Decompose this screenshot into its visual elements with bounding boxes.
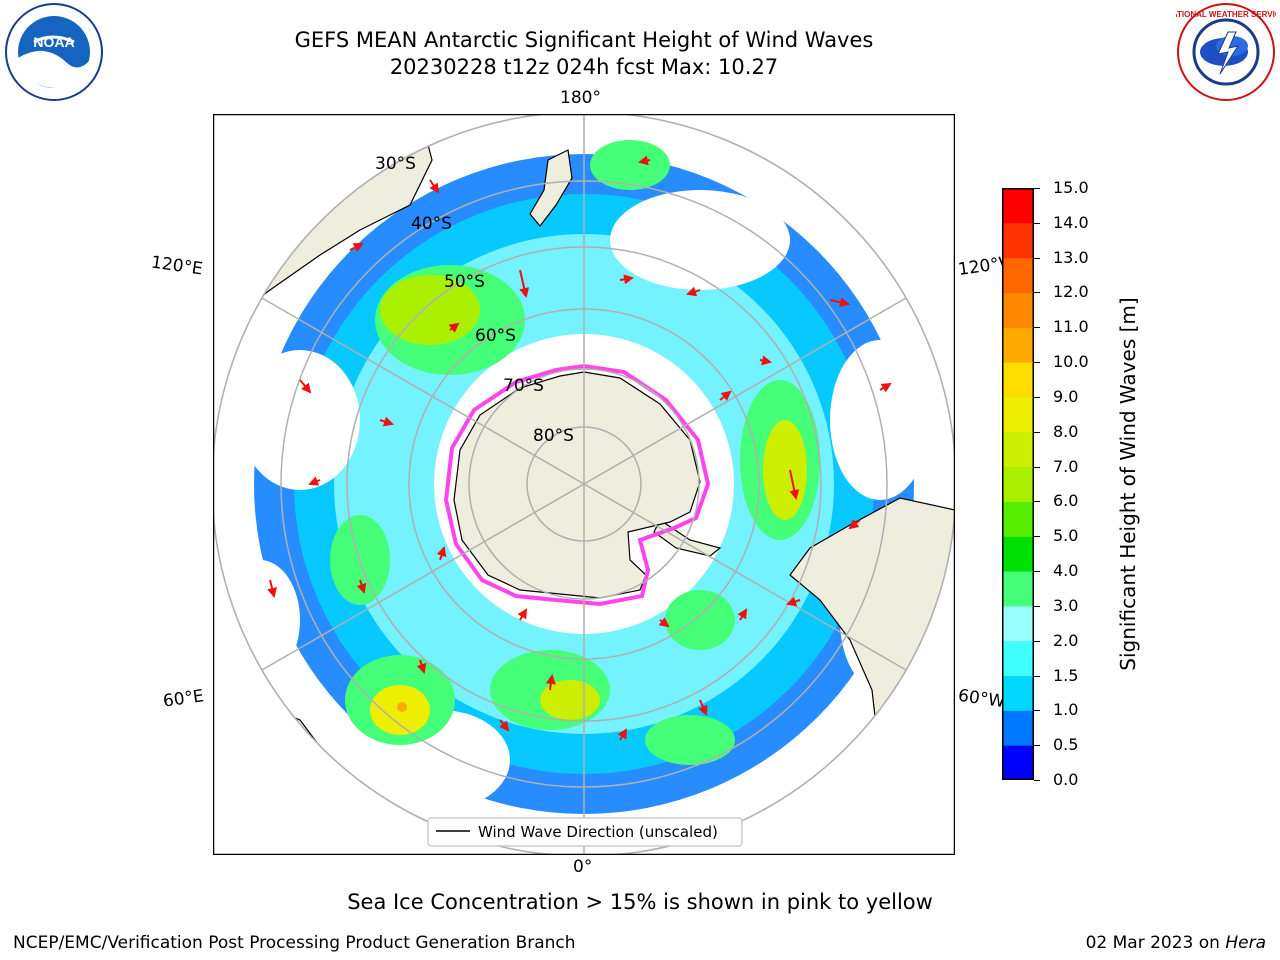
colorbar-segment bbox=[1002, 745, 1034, 780]
colorbar-segment bbox=[1002, 222, 1034, 259]
colorbar-tick-label: 1.5 bbox=[1053, 665, 1079, 685]
lon-label-180: 180° bbox=[560, 88, 601, 108]
noaa-logo: NOAA bbox=[5, 3, 103, 101]
lat-label-40s: 40°S bbox=[411, 214, 452, 234]
lon-label-60w: 60°W bbox=[956, 685, 1007, 713]
colorbar-tick-label: 0.0 bbox=[1053, 770, 1079, 789]
colorbar-tick-label: 1.0 bbox=[1053, 700, 1079, 720]
lon-label-120e: 120°E bbox=[149, 252, 204, 280]
colorbar-tick-mark bbox=[1034, 780, 1040, 781]
colorbar-tick-label: 7.0 bbox=[1053, 456, 1079, 476]
colorbar-segment bbox=[1002, 327, 1034, 363]
colorbar-segment bbox=[1002, 188, 1034, 224]
legend-label: Wind Wave Direction (unscaled) bbox=[478, 823, 718, 841]
colorbar-tick-mark bbox=[1034, 188, 1040, 189]
colorbar-tick-mark bbox=[1034, 675, 1040, 677]
lat-label-70s: 70°S bbox=[503, 376, 544, 396]
lat-label-60s: 60°S bbox=[475, 326, 516, 346]
colorbar-tick-mark bbox=[1034, 571, 1040, 573]
wave-height-map: 30°S 40°S 50°S 60°S 70°S 80°S Wind Wave … bbox=[213, 114, 955, 855]
colorbar-tick-label: 4.0 bbox=[1053, 561, 1079, 581]
colorbar-tick-label: 6.0 bbox=[1053, 491, 1079, 511]
colorbar-segment bbox=[1002, 605, 1034, 642]
colorbar-tick-label: 15.0 bbox=[1053, 178, 1089, 197]
colorbar-label: Significant Height of Wind Waves [m] bbox=[1116, 297, 1140, 671]
colorbar-segment bbox=[1002, 710, 1034, 746]
colorbar-tick-mark bbox=[1034, 710, 1040, 712]
colorbar-tick-label: 8.0 bbox=[1053, 421, 1079, 441]
lon-label-60e: 60°E bbox=[161, 686, 206, 712]
colorbar-tick-mark bbox=[1034, 536, 1040, 538]
nws-logo: NATIONAL WEATHER SERVICE bbox=[1176, 3, 1276, 101]
colorbar-segment bbox=[1002, 292, 1034, 328]
colorbar-tick-label: 14.0 bbox=[1053, 212, 1089, 232]
colorbar-tick-mark bbox=[1034, 640, 1040, 642]
colorbar-segment bbox=[1002, 501, 1034, 537]
lat-label-80s: 80°S bbox=[533, 426, 574, 446]
colorbar-tick-label: 9.0 bbox=[1053, 386, 1079, 406]
colorbar-tick-mark bbox=[1034, 501, 1040, 503]
colorbar-segment bbox=[1002, 396, 1034, 433]
colorbar-segment bbox=[1002, 466, 1034, 502]
lat-label-30s: 30°S bbox=[375, 154, 416, 174]
colorbar-tick-label: 12.0 bbox=[1053, 282, 1089, 302]
colorbar-segment bbox=[1002, 675, 1034, 711]
lon-label-0: 0° bbox=[573, 857, 593, 877]
sea-ice-note: Sea Ice Concentration > 15% is shown in … bbox=[347, 890, 933, 914]
colorbar-tick-mark bbox=[1034, 222, 1040, 224]
figure-title: GEFS MEAN Antarctic Significant Height o… bbox=[294, 28, 874, 52]
colorbar-tick-label: 3.0 bbox=[1053, 595, 1079, 615]
figure-subtitle: 20230228 t12z 024h fcst Max: 10.27 bbox=[389, 55, 779, 79]
graticule bbox=[213, 114, 955, 855]
map-legend: Wind Wave Direction (unscaled) bbox=[427, 817, 743, 847]
colorbar bbox=[1002, 188, 1034, 780]
colorbar-segment bbox=[1002, 362, 1034, 398]
colorbar-tick-label: 11.0 bbox=[1053, 317, 1089, 337]
colorbar-segment bbox=[1002, 536, 1034, 572]
colorbar-tick-mark bbox=[1034, 745, 1040, 747]
colorbar-tick-label: 0.5 bbox=[1053, 735, 1079, 755]
colorbar-segment bbox=[1002, 431, 1034, 468]
colorbar-tick-mark bbox=[1034, 292, 1040, 294]
colorbar-tick-label: 2.0 bbox=[1053, 630, 1079, 650]
colorbar-tick-mark bbox=[1034, 327, 1040, 329]
colorbar-tick-label: 13.0 bbox=[1053, 247, 1089, 267]
colorbar-tick-mark bbox=[1034, 605, 1040, 607]
colorbar-segment bbox=[1002, 257, 1034, 293]
sea-ice-edge bbox=[443, 363, 711, 607]
svg-text:NOAA: NOAA bbox=[33, 34, 74, 50]
credit-line: NCEP/EMC/Verification Post Processing Pr… bbox=[13, 933, 576, 953]
colorbar-tick-mark bbox=[1034, 362, 1040, 364]
colorbar-tick-mark bbox=[1034, 431, 1040, 433]
lat-label-50s: 50°S bbox=[444, 272, 485, 292]
colorbar-tick-mark bbox=[1034, 396, 1040, 398]
colorbar-segment bbox=[1002, 571, 1034, 607]
date-stamp: 02 Mar 2023 on Hera bbox=[1085, 933, 1266, 953]
wind-wave-arrows bbox=[267, 155, 892, 741]
svg-text:NATIONAL WEATHER SERVICE: NATIONAL WEATHER SERVICE bbox=[1176, 10, 1276, 19]
colorbar-segment bbox=[1002, 640, 1034, 677]
colorbar-tick-label: 10.0 bbox=[1053, 352, 1089, 372]
colorbar-tick-mark bbox=[1034, 257, 1040, 259]
colorbar-tick-label: 5.0 bbox=[1053, 526, 1079, 546]
colorbar-tick-mark bbox=[1034, 466, 1040, 468]
